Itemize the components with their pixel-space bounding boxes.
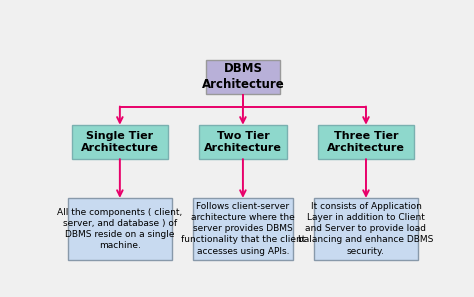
FancyBboxPatch shape xyxy=(67,198,172,260)
Text: All the components ( client,
server, and database ) of
DBMS reside on a single
m: All the components ( client, server, and… xyxy=(57,208,182,250)
FancyBboxPatch shape xyxy=(318,125,414,159)
FancyBboxPatch shape xyxy=(206,60,280,94)
Text: Follows client-server
architecture where the
server provides DBMS
functionality : Follows client-server architecture where… xyxy=(181,202,305,256)
FancyBboxPatch shape xyxy=(199,125,287,159)
FancyBboxPatch shape xyxy=(193,198,292,260)
Text: It consists of Application
Layer in addition to Client
and Server to provide loa: It consists of Application Layer in addi… xyxy=(298,202,434,256)
Text: Three Tier
Architecture: Three Tier Architecture xyxy=(327,131,405,153)
FancyBboxPatch shape xyxy=(72,125,168,159)
FancyBboxPatch shape xyxy=(314,198,419,260)
Text: Single Tier
Architecture: Single Tier Architecture xyxy=(81,131,159,153)
Text: DBMS
Architecture: DBMS Architecture xyxy=(201,62,284,91)
Text: Two Tier
Architecture: Two Tier Architecture xyxy=(204,131,282,153)
